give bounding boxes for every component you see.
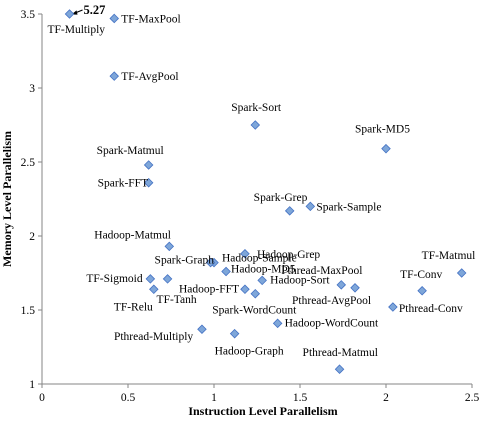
x-axis-title: Instruction Level Parallelism [188,404,337,418]
point-label: Hadoop-MD5 [231,264,296,276]
y-tick-label: 3 [29,83,35,95]
data-point [388,302,398,312]
data-point [162,274,173,284]
point-label: TF-MaxPool [121,13,180,25]
outlier-callout: 5.27 [71,3,106,17]
data-point [272,318,283,329]
y-tick-label: 3.5 [21,9,36,21]
data-point [205,257,216,268]
point-label: TF-Conv [400,269,442,281]
data-points [64,9,467,374]
y-tick-label: 2 [29,231,35,243]
data-point [221,266,231,277]
data-point [250,120,261,130]
data-point [334,364,345,374]
point-labels: TF-Multiply TF-MaxPool TF-AvgPool Spark-Sor… [48,13,476,359]
point-label: Hadoop-Grep [257,249,320,261]
point-label: Hadoop-Sort [270,274,330,286]
data-point [149,284,159,295]
point-label: TF-Multiply [48,24,106,36]
data-point [350,283,360,293]
data-point [336,280,347,290]
point-label: Spark-FFT [98,178,148,190]
data-point [284,206,295,216]
point-label: Spark-Graph [155,255,215,267]
data-point [381,143,391,154]
point-label: Hadoop-WordCount [285,317,379,329]
y-tick-label: 1 [29,379,35,391]
data-point [109,71,120,81]
x-tick-label: 1 [211,392,217,404]
callout-label: 5.27 [84,3,106,17]
point-label: Spark-Sample [316,201,381,213]
point-label: Pthread-Matmul [303,347,378,359]
point-label: Pthread-AvgPool [292,295,371,307]
data-point [240,248,250,259]
point-label: Spark-Sort [231,102,282,114]
data-point [109,13,120,24]
x-axis-ticks: 0 0.5 1 1.5 2 2.5 [39,384,479,404]
point-label: Spark-WordCount [212,305,297,317]
data-point [456,268,467,278]
data-point [240,284,250,295]
point-label: Spark-Grep [254,192,308,204]
data-point [229,328,240,339]
x-tick-label: 0.5 [121,392,136,404]
point-label: Hadoop-Matmul [94,229,171,241]
point-label: TF-Relu [114,301,153,313]
x-tick-label: 0 [39,392,45,404]
point-label: Pthread-Multiply [114,331,193,343]
data-point [164,241,175,252]
data-point [257,275,267,286]
data-point [145,274,156,284]
point-label: TF-Matmul [422,250,476,262]
x-tick-label: 2 [383,392,389,404]
point-label: TF-Tanh [157,294,197,306]
point-label: Hadoop-FFT [179,283,239,295]
data-point [417,285,427,296]
data-point [250,288,261,299]
data-point [143,160,154,170]
point-label: TF-Sigmoid [86,273,142,285]
point-label: Hadoop-Graph [215,346,284,358]
chart-axes [41,14,472,385]
x-tick-label: 2.5 [465,392,480,404]
y-axis-ticks: 1 1.5 2 2.5 3 3.5 [21,9,42,391]
y-tick-label: 1.5 [21,305,36,317]
point-label: Hadoop-Sample [222,253,297,265]
x-tick-label: 1.5 [293,392,308,404]
point-label: Pthread-MaxPool [281,265,362,277]
point-label: Pthread-Conv [399,303,463,315]
data-point [64,9,75,19]
data-point [197,324,207,335]
point-label: Spark-Matmul [97,145,164,157]
y-tick-label: 2.5 [21,157,36,169]
point-label: TF-AvgPool [121,71,178,83]
point-label: Spark-MD5 [355,124,410,136]
data-point [143,177,154,188]
data-point [305,201,316,212]
y-axis-title: Memory Level Parallelism [0,131,14,267]
